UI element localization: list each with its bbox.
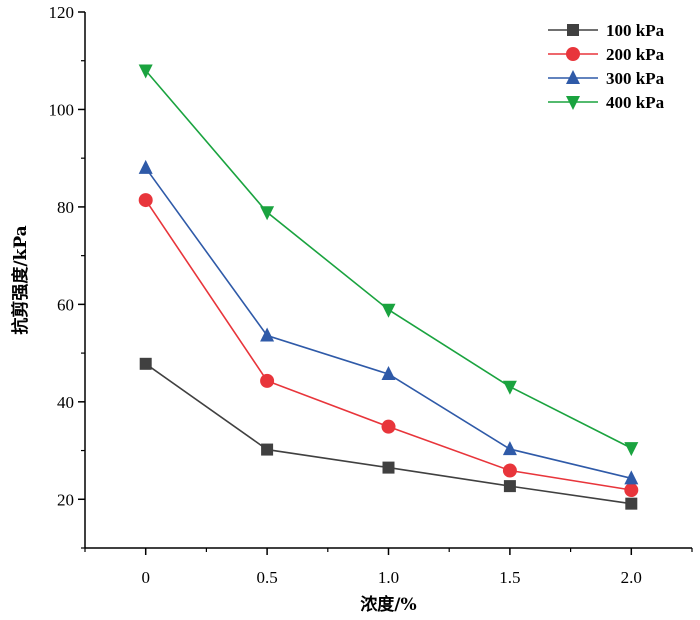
data-point bbox=[625, 497, 638, 510]
data-point bbox=[381, 419, 396, 434]
x-tick-label: 1.5 bbox=[499, 568, 520, 587]
series-3 bbox=[138, 159, 639, 485]
data-point bbox=[381, 366, 396, 381]
legend-item-4: 400 kPa bbox=[548, 93, 665, 112]
y-tick-label: 20 bbox=[57, 490, 74, 509]
data-point bbox=[139, 357, 152, 370]
series-line bbox=[145, 363, 632, 505]
data-point bbox=[382, 461, 395, 474]
legend-item-1: 100 kPa bbox=[548, 21, 665, 40]
data-point bbox=[502, 463, 517, 478]
legend-marker bbox=[566, 47, 580, 61]
x-tick-label: 2.0 bbox=[621, 568, 642, 587]
legend-marker bbox=[566, 96, 580, 110]
series-line bbox=[145, 199, 632, 491]
legend-label: 400 kPa bbox=[606, 93, 665, 112]
series-line bbox=[145, 69, 632, 449]
legend-label: 300 kPa bbox=[606, 69, 665, 88]
y-tick-label: 60 bbox=[57, 295, 74, 314]
data-point bbox=[503, 480, 516, 493]
data-point bbox=[138, 64, 153, 79]
x-tick-label: 1.0 bbox=[378, 568, 399, 587]
data-point bbox=[260, 327, 275, 342]
legend-marker bbox=[566, 70, 580, 84]
series-4 bbox=[138, 64, 639, 457]
data-point bbox=[502, 380, 517, 395]
data-point bbox=[381, 303, 396, 318]
data-point bbox=[260, 206, 275, 221]
axes: 20 40 60 80 100 120 0 0.5 1.0 1.5 2.0 bbox=[49, 3, 693, 587]
legend-label: 200 kPa bbox=[606, 45, 665, 64]
y-axis-title: 抗剪强度/kPa bbox=[10, 225, 31, 334]
data-point bbox=[261, 443, 274, 456]
y-tick-label: 80 bbox=[57, 198, 74, 217]
legend-label: 100 kPa bbox=[606, 21, 665, 40]
series-layer bbox=[138, 64, 639, 510]
y-tick-label: 100 bbox=[49, 100, 75, 119]
data-point bbox=[260, 373, 275, 388]
y-tick-label: 40 bbox=[57, 393, 74, 412]
legend-item-3: 300 kPa bbox=[548, 69, 665, 88]
data-point bbox=[624, 470, 639, 485]
data-point bbox=[502, 441, 517, 456]
legend: 100 kPa 200 kPa 300 kPa 400 kPa bbox=[548, 21, 665, 112]
x-axis-title: 浓度/% bbox=[360, 594, 416, 615]
data-point bbox=[624, 442, 639, 457]
legend-marker bbox=[567, 24, 579, 36]
x-tick-label: 0 bbox=[141, 568, 150, 587]
legend-item-2: 200 kPa bbox=[548, 45, 665, 64]
y-tick-label: 120 bbox=[49, 3, 75, 22]
series-2 bbox=[138, 193, 639, 498]
x-tick-label: 0.5 bbox=[256, 568, 277, 587]
series-1 bbox=[139, 357, 638, 510]
data-point bbox=[138, 193, 153, 208]
data-point bbox=[138, 159, 153, 174]
data-point bbox=[624, 483, 639, 498]
